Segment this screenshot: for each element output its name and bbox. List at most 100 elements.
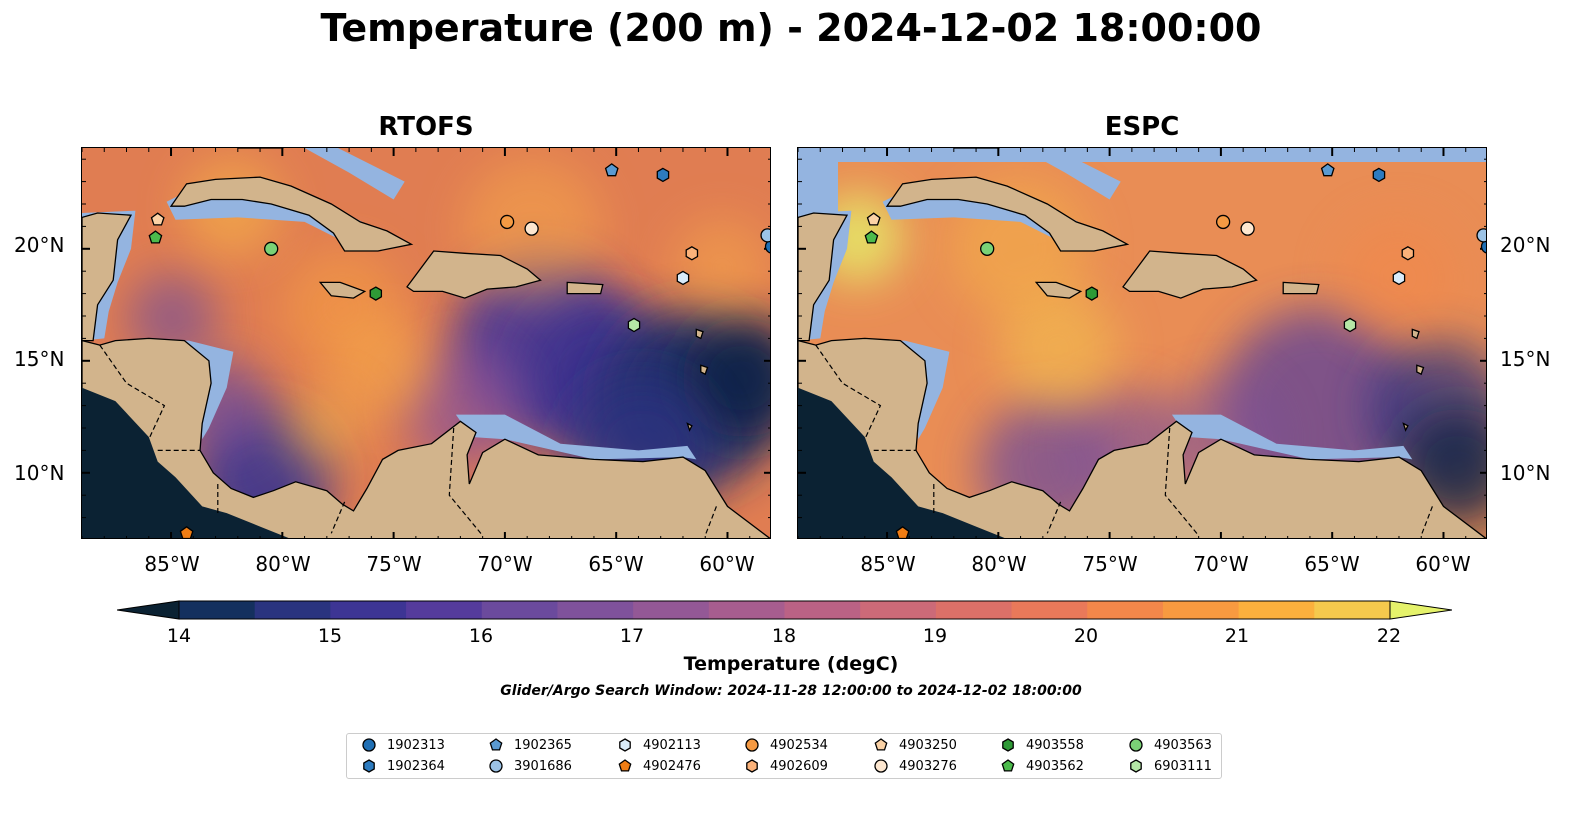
legend-marker-1902365 bbox=[489, 738, 503, 751]
float-marker-4903563 bbox=[980, 241, 995, 256]
float-marker-4903558 bbox=[1085, 286, 1099, 301]
float-marker-4902609 bbox=[685, 246, 699, 261]
float-marker-4902609 bbox=[1401, 246, 1415, 261]
lon-label-85w-espc: 85°W bbox=[860, 552, 916, 576]
continental-shelf bbox=[998, 148, 1121, 200]
lon-label-85w-rtofs: 85°W bbox=[144, 552, 200, 576]
float-marker-3901686 bbox=[760, 228, 770, 243]
colorbar-tick-17: 17 bbox=[619, 625, 645, 647]
float-marker-1902364 bbox=[656, 167, 670, 183]
legend-marker-1902364 bbox=[363, 759, 375, 773]
continental-shelf bbox=[455, 414, 697, 460]
lat-label-10n-left: 10°N bbox=[14, 461, 65, 485]
yucatan-land bbox=[82, 212, 133, 342]
legend-marker-4902609 bbox=[746, 759, 758, 773]
panel-title-rtofs: RTOFS bbox=[378, 112, 474, 142]
float-marker-4903250 bbox=[150, 212, 165, 226]
legend-item-4902609: 4902609 bbox=[744, 758, 828, 774]
legend-label: 4903558 bbox=[1026, 737, 1084, 753]
float-marker-1902365 bbox=[1320, 163, 1335, 177]
legend-marker-4903563 bbox=[1129, 738, 1143, 752]
colorbar-tick-21: 21 bbox=[1224, 625, 1250, 647]
rtofs-map bbox=[81, 147, 771, 539]
legend-item-4902113: 4902113 bbox=[617, 737, 701, 753]
legend-marker-4903558 bbox=[1002, 738, 1014, 752]
float-marker-4903563 bbox=[264, 241, 279, 256]
float-marker-4902534 bbox=[1215, 214, 1231, 230]
float-marker-4903276 bbox=[524, 221, 539, 236]
pacific-ocean bbox=[798, 387, 1005, 538]
legend-item-1902364: 1902364 bbox=[361, 758, 445, 774]
country-border bbox=[1420, 506, 1433, 536]
colorbar-segment bbox=[860, 601, 937, 619]
colorbar-segment bbox=[708, 601, 785, 619]
espc-map bbox=[797, 147, 1487, 539]
colorbar-tick-16: 16 bbox=[468, 625, 494, 647]
float-marker-1902365 bbox=[604, 163, 619, 177]
legend-label: 4903276 bbox=[899, 758, 957, 774]
lat-label-15n-right: 15°N bbox=[1500, 347, 1551, 371]
puerto-rico-land bbox=[1282, 281, 1320, 295]
legend-item-4903276: 4903276 bbox=[873, 758, 957, 774]
jamaica-land bbox=[318, 281, 367, 299]
country-border bbox=[448, 427, 484, 536]
central-south-america-land bbox=[82, 337, 770, 538]
lat-label-15n-left: 15°N bbox=[14, 347, 65, 371]
legend-marker-6903111 bbox=[1130, 759, 1142, 773]
colorbar-segment bbox=[935, 601, 1013, 619]
lesser-antilles-land bbox=[1416, 364, 1425, 376]
lat-label-10n-right: 10°N bbox=[1500, 461, 1551, 485]
legend-item-3901686: 3901686 bbox=[488, 758, 572, 774]
float-legend: 1902313 1902364 1902365 3901686 4902113 49024… bbox=[346, 733, 1222, 779]
lon-label-75w-espc: 75°W bbox=[1082, 552, 1138, 576]
yucatan-land bbox=[798, 212, 849, 342]
lon-label-70w-rtofs: 70°W bbox=[477, 552, 533, 576]
legend-label: 4902476 bbox=[643, 758, 701, 774]
legend-item-1902365: 1902365 bbox=[488, 737, 572, 753]
legend-item-4903250: 4903250 bbox=[873, 737, 957, 753]
legend-item-4902534: 4902534 bbox=[744, 737, 828, 753]
lesser-antilles-land bbox=[1411, 328, 1420, 340]
legend-marker-4902113 bbox=[619, 738, 631, 752]
legend-label: 6903111 bbox=[1154, 758, 1212, 774]
colorbar-segment bbox=[1162, 601, 1240, 619]
float-marker-4902476 bbox=[895, 525, 910, 538]
colorbar-segment bbox=[1087, 601, 1164, 619]
lat-label-20n-left: 20°N bbox=[14, 233, 65, 257]
colorbar-segment bbox=[481, 601, 558, 619]
colorbar-segment bbox=[1314, 601, 1391, 619]
colorbar-tick-15: 15 bbox=[317, 625, 343, 647]
legend-marker-4903250 bbox=[874, 738, 888, 751]
country-border bbox=[1046, 501, 1062, 534]
panel-title-espc: ESPC bbox=[1104, 112, 1180, 142]
float-marker-4902476 bbox=[179, 525, 194, 538]
legend-item-4903563: 4903563 bbox=[1128, 737, 1212, 753]
lon-label-65w-rtofs: 65°W bbox=[588, 552, 644, 576]
colorbar-segment bbox=[330, 601, 407, 619]
float-marker-3901686 bbox=[1476, 228, 1486, 243]
float-marker-4903250 bbox=[866, 212, 881, 226]
legend-item-4902476: 4902476 bbox=[617, 758, 701, 774]
float-marker-1902313 bbox=[1480, 239, 1486, 254]
colorbar-tick-19: 19 bbox=[922, 625, 948, 647]
float-marker-1902364 bbox=[1372, 167, 1386, 183]
hispaniola-land bbox=[406, 250, 542, 299]
country-border bbox=[330, 501, 346, 534]
country-border bbox=[815, 344, 882, 440]
legend-item-6903111: 6903111 bbox=[1128, 758, 1212, 774]
legend-marker-4903562 bbox=[1001, 759, 1015, 772]
legend-label: 1902313 bbox=[387, 737, 445, 753]
colorbar-tick-14: 14 bbox=[166, 625, 192, 647]
colorbar bbox=[116, 600, 1453, 620]
legend-item-4903558: 4903558 bbox=[1000, 737, 1084, 753]
lon-label-80w-espc: 80°W bbox=[971, 552, 1027, 576]
country-border bbox=[99, 344, 166, 440]
colorbar-tick-22: 22 bbox=[1376, 625, 1402, 647]
continental-shelf bbox=[282, 148, 405, 200]
colorbar-segment bbox=[406, 601, 483, 619]
lon-label-60w-espc: 60°W bbox=[1415, 552, 1471, 576]
lon-label-80w-rtofs: 80°W bbox=[255, 552, 311, 576]
float-marker-4902534 bbox=[499, 214, 515, 230]
cuba-land bbox=[169, 176, 414, 252]
